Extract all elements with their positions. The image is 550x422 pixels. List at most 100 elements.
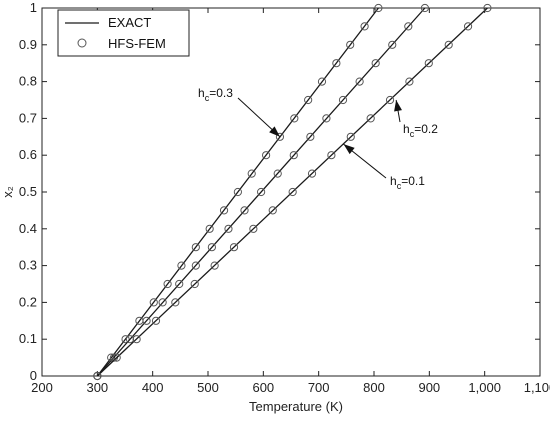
hfs-fem-point <box>268 206 277 215</box>
hfs-fem-point <box>175 279 184 289</box>
hfs-fem-point <box>288 187 297 197</box>
legend-label-exact: EXACT <box>108 15 151 30</box>
x-tick-label: 600 <box>252 380 274 395</box>
hfs-fem-point <box>304 95 313 105</box>
x-tick-label: 1,000 <box>468 380 501 395</box>
hfs-fem-point <box>327 151 336 160</box>
annotation-label: hc=0.2 <box>403 122 438 139</box>
hfs-fem-point <box>247 169 256 178</box>
hfs-fem-point <box>224 224 233 233</box>
hfs-fem-point <box>346 132 355 141</box>
annotation-arrow-head <box>269 126 280 137</box>
y-tick-label: 0.1 <box>19 331 37 346</box>
hfs-fem-point <box>388 40 397 49</box>
hfs-fem-point <box>290 114 299 123</box>
annotation-label: hc=0.1 <box>390 174 425 191</box>
x-tick-label: 1,100 <box>524 380 550 395</box>
hfs-fem-point <box>233 187 242 197</box>
hfs-fem-point <box>289 151 298 160</box>
hfs-fem-point <box>355 77 364 86</box>
annotation-hc: hc=0.1 <box>343 143 425 191</box>
y-tick-label: 0.4 <box>19 221 37 236</box>
hfs-fem-point <box>374 3 383 13</box>
y-tick-label: 0.9 <box>19 37 37 52</box>
hfs-fem-point <box>205 224 214 233</box>
exact-line <box>96 7 488 377</box>
series-3 <box>93 3 492 381</box>
x-axis-title: Temperature (K) <box>249 399 343 414</box>
annotation-layer: hc=0.3 hc=0.2 hc=0.1 <box>198 86 438 191</box>
hfs-fem-point <box>142 316 151 325</box>
hfs-fem-point <box>444 40 453 49</box>
hfs-fem-point <box>322 114 331 123</box>
y-tick-label: 1 <box>30 0 37 15</box>
hfs-fem-point <box>229 243 239 252</box>
hfs-fem-point <box>385 95 395 105</box>
y-tick-label: 0.3 <box>19 258 37 273</box>
hfs-fem-point <box>158 298 167 307</box>
hfs-fem-point <box>404 22 413 31</box>
y-tick-label: 0.5 <box>19 184 37 199</box>
hfs-fem-point <box>112 353 121 362</box>
hfs-fem-point <box>346 40 355 49</box>
hfs-fem-point <box>125 335 135 344</box>
x-tick-label: 500 <box>197 380 219 395</box>
x-tick-label: 900 <box>418 380 440 395</box>
legend: EXACT HFS-FEM <box>57 9 190 57</box>
hfs-fem-point <box>151 316 161 325</box>
y-tick-label: 0.2 <box>19 294 37 309</box>
hfs-fem-point <box>210 261 219 270</box>
hfs-fem-point <box>190 279 199 289</box>
exact-line <box>96 7 426 377</box>
x-tick-label: 800 <box>363 380 385 395</box>
hfs-fem-point <box>307 169 317 178</box>
hfs-fem-point <box>219 206 229 215</box>
hfs-fem-point <box>191 243 200 252</box>
x-tick-label: 300 <box>86 380 108 395</box>
hfs-fem-point <box>317 77 327 86</box>
y-tick-label: 0 <box>30 368 37 383</box>
hfs-fem-point <box>483 3 492 13</box>
hfs-fem-point <box>275 132 285 141</box>
exact-line <box>96 7 379 377</box>
legend-box <box>57 9 190 57</box>
hfs-fem-point <box>262 151 271 160</box>
legend-label-hfs-fem: HFS-FEM <box>108 36 166 51</box>
hfs-fem-point <box>371 59 380 68</box>
series-1 <box>93 3 383 381</box>
annotation-hc: hc=0.2 <box>394 99 438 139</box>
annotation-arrow-head <box>394 100 402 112</box>
legend-marker-sample <box>77 38 87 48</box>
y-tick-label: 0.6 <box>19 147 37 162</box>
x-tick-label: 200 <box>31 380 53 395</box>
hfs-fem-point <box>360 22 369 31</box>
hfs-fem-point <box>257 187 266 197</box>
hfs-fem-point <box>366 114 375 123</box>
hfs-fem-point <box>420 3 430 13</box>
axes-ticks: 200 300 400 500 600 700 800 900 1,000 1,100 0 0.1 0.… <box>19 0 550 395</box>
hfs-fem-point <box>93 371 102 381</box>
hfs-fem-point <box>149 298 158 307</box>
y-tick-label: 0.7 <box>19 110 37 125</box>
series-2 <box>93 3 430 381</box>
hfs-fem-point <box>338 95 348 105</box>
hfs-fem-point <box>191 261 200 270</box>
annotation-hc: hc=0.3 <box>198 86 281 138</box>
hfs-fem-point <box>424 59 433 68</box>
annotation-arrow-head <box>343 144 355 155</box>
hfs-fem-point <box>332 59 341 68</box>
x-tick-label: 700 <box>308 380 330 395</box>
hfs-fem-point <box>240 206 249 215</box>
hfs-fem-point <box>249 224 258 233</box>
hfs-fem-point <box>177 261 186 270</box>
hfs-fem-point <box>121 335 130 344</box>
hfs-fem-point <box>405 77 414 86</box>
hfs-fem-point <box>306 132 315 141</box>
y-tick-label: 0.8 <box>19 74 37 89</box>
plot-frame <box>41 7 541 377</box>
y-axis-title: x₂ <box>0 186 15 198</box>
x-tick-label: 400 <box>142 380 164 395</box>
annotation-label: hc=0.3 <box>198 86 233 103</box>
hfs-fem-point <box>207 243 216 252</box>
